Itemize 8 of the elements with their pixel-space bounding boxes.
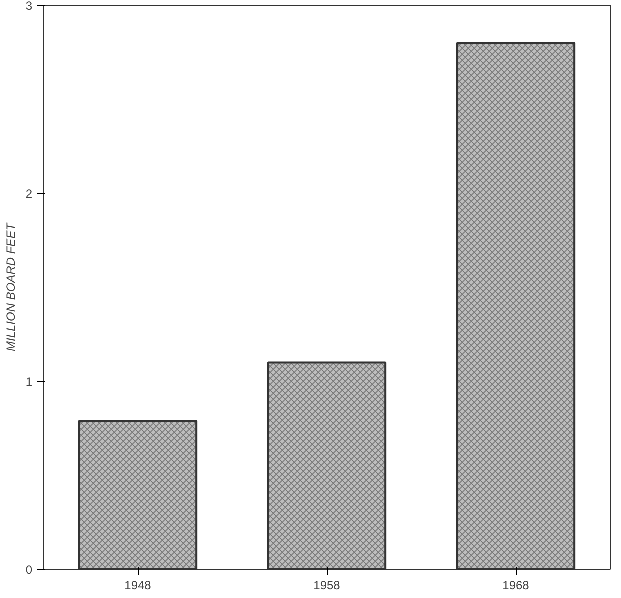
x-tick-label: 1958 xyxy=(314,578,341,592)
y-tick-label: 3 xyxy=(26,0,33,13)
x-tick-label: 1968 xyxy=(502,578,530,592)
y-tick-label: 1 xyxy=(26,375,33,389)
y-axis-title: MILLION BOARD FEET xyxy=(4,222,18,352)
x-tick-label: 1948 xyxy=(124,578,152,592)
y-tick-label: 2 xyxy=(26,187,33,201)
y-tick-label: 0 xyxy=(26,563,33,577)
